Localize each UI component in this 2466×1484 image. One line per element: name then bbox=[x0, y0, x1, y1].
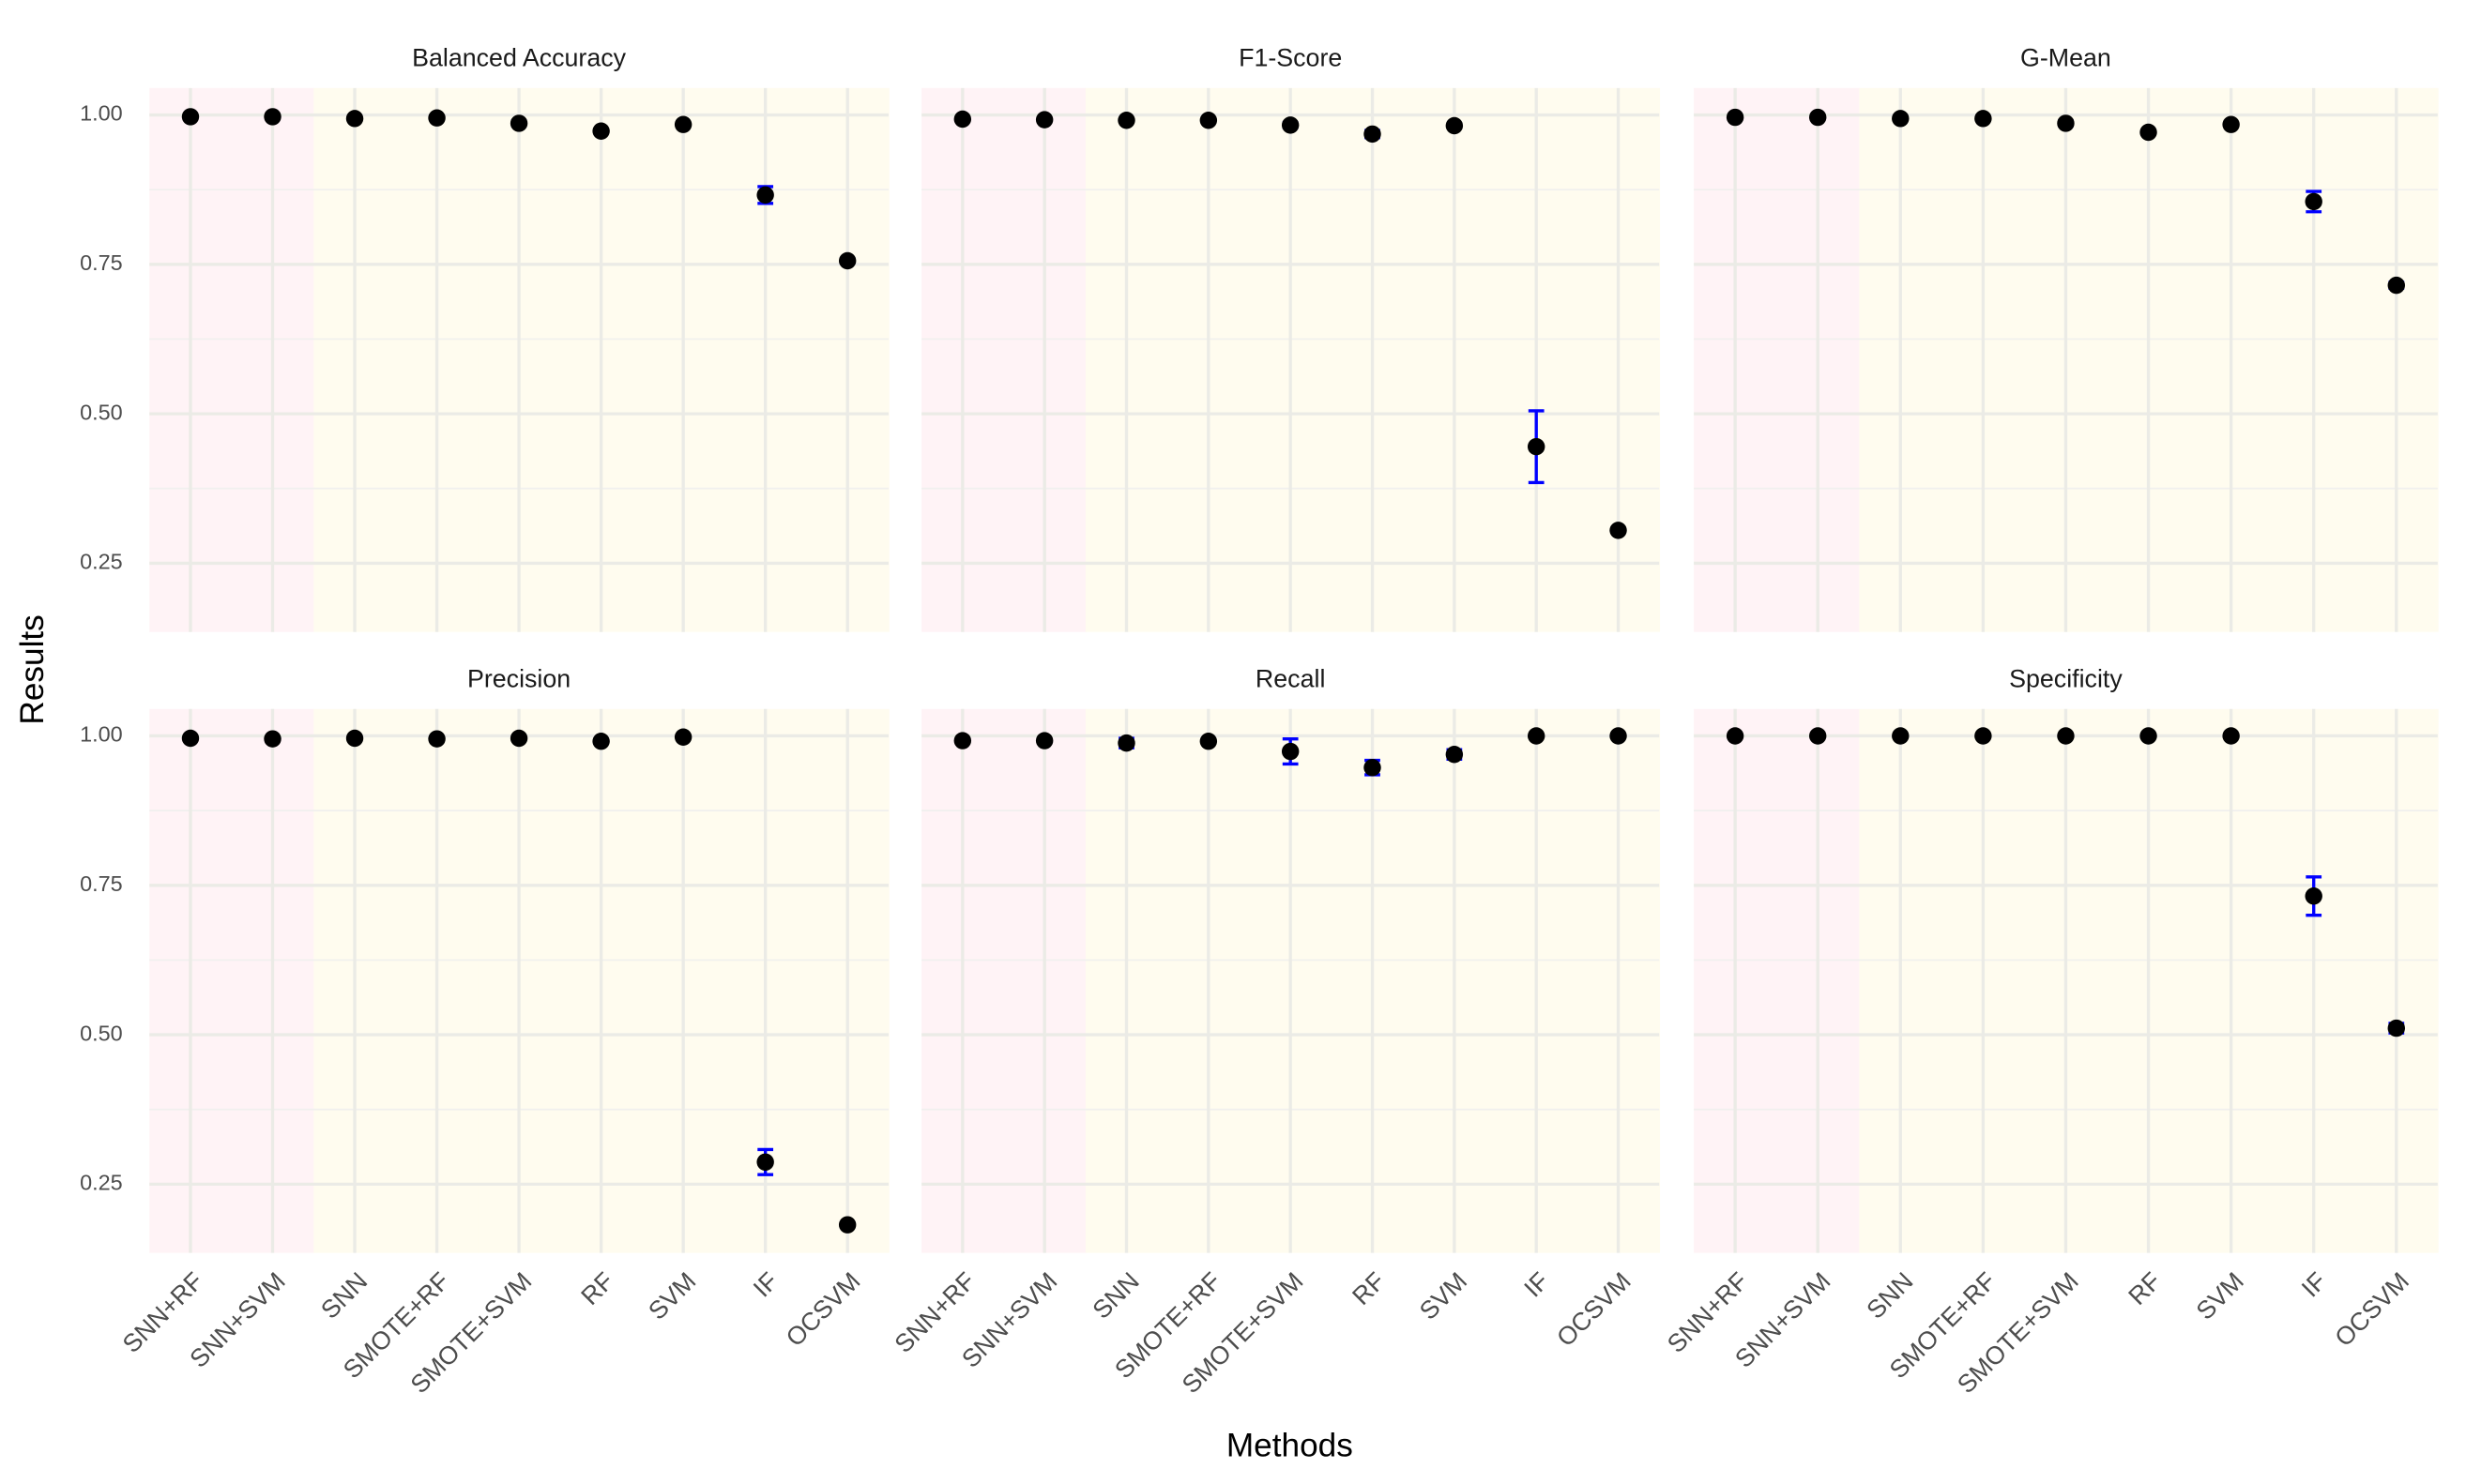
dot bbox=[428, 109, 446, 127]
dot bbox=[1609, 727, 1627, 745]
dot bbox=[1363, 759, 1381, 777]
dot bbox=[953, 110, 972, 129]
x-axis-title: Methods bbox=[1226, 1428, 1353, 1464]
dot bbox=[510, 729, 528, 748]
x-tick-label: SVM bbox=[2191, 1266, 2249, 1325]
x-tick-label: SNN bbox=[1861, 1266, 1918, 1324]
dot bbox=[1974, 110, 1992, 128]
dot bbox=[2387, 1019, 2406, 1037]
dot bbox=[1118, 734, 1135, 752]
dot bbox=[2057, 114, 2075, 132]
dot bbox=[953, 732, 972, 750]
dot bbox=[756, 1153, 774, 1172]
dot bbox=[264, 730, 282, 748]
y-axis-title: Results bbox=[14, 614, 51, 724]
strip-title: Precision bbox=[467, 665, 571, 693]
dot bbox=[674, 115, 693, 133]
dot bbox=[1035, 111, 1054, 129]
x-tick-label: RF bbox=[2123, 1266, 2166, 1310]
dot bbox=[1445, 746, 1464, 764]
dot bbox=[510, 114, 528, 132]
dot bbox=[1199, 112, 1218, 129]
x-tick-label: SNN bbox=[1088, 1266, 1145, 1324]
dot bbox=[1974, 727, 1992, 745]
x-tick-label: RF bbox=[575, 1266, 618, 1310]
x-tick-label: OCSVM bbox=[2329, 1266, 2414, 1352]
x-tick-label: SVM bbox=[643, 1266, 701, 1325]
dot bbox=[1726, 108, 1744, 127]
x-tick-label: SNN bbox=[315, 1266, 373, 1324]
dot bbox=[1445, 116, 1464, 135]
x-tick-label: OCSVM bbox=[781, 1266, 866, 1352]
dot bbox=[1035, 732, 1054, 750]
x-tick-label: OCSVM bbox=[1551, 1266, 1636, 1352]
strip-title: Recall bbox=[1256, 665, 1325, 693]
y-tick-label: 0.50 bbox=[80, 1021, 123, 1045]
dot bbox=[181, 729, 200, 748]
dot bbox=[2222, 115, 2240, 133]
dot bbox=[1892, 110, 1910, 128]
dot bbox=[428, 730, 446, 748]
dot bbox=[838, 1216, 857, 1234]
dot bbox=[838, 251, 857, 270]
x-tick-label: IF bbox=[2296, 1266, 2332, 1302]
dot bbox=[1199, 732, 1218, 750]
y-tick-label: 0.50 bbox=[80, 400, 123, 424]
dot bbox=[1808, 108, 1827, 127]
dot bbox=[2305, 887, 2322, 905]
y-tick-label: 1.00 bbox=[80, 722, 123, 747]
x-tick-label: RF bbox=[1347, 1266, 1390, 1310]
dot bbox=[1609, 522, 1627, 539]
dot bbox=[2139, 727, 2157, 745]
dot bbox=[592, 732, 610, 750]
y-tick-label: 0.75 bbox=[80, 250, 123, 275]
y-tick-label: 0.25 bbox=[80, 1171, 123, 1195]
dot bbox=[2139, 123, 2157, 142]
dot bbox=[345, 729, 364, 748]
x-tick-label: IF bbox=[748, 1266, 784, 1302]
dot bbox=[1527, 437, 1545, 456]
dot bbox=[2057, 727, 2075, 745]
y-tick-label: 0.75 bbox=[80, 871, 123, 896]
y-tick-label: 1.00 bbox=[80, 101, 123, 126]
dot bbox=[592, 122, 610, 140]
dot bbox=[1808, 727, 1827, 745]
strip-title: G-Mean bbox=[2020, 44, 2111, 72]
dot bbox=[1363, 125, 1381, 144]
dot bbox=[2387, 276, 2406, 295]
dot bbox=[345, 110, 364, 128]
dot bbox=[1527, 727, 1545, 745]
dot bbox=[2305, 192, 2322, 211]
dot bbox=[2222, 727, 2240, 745]
dot bbox=[756, 186, 774, 204]
dot bbox=[1726, 727, 1744, 745]
dot bbox=[264, 108, 282, 126]
dot bbox=[674, 728, 693, 746]
y-tick-label: 0.25 bbox=[80, 550, 123, 574]
strip-title: Balanced Accuracy bbox=[412, 44, 627, 72]
dot bbox=[181, 108, 200, 126]
strip-title: F1-Score bbox=[1239, 44, 1342, 72]
dot bbox=[1281, 116, 1300, 134]
dot bbox=[1892, 727, 1910, 745]
dot bbox=[1118, 112, 1135, 129]
x-tick-label: SVM bbox=[1414, 1266, 1472, 1325]
dot bbox=[1281, 742, 1300, 761]
strip-title: Specificity bbox=[2009, 665, 2123, 693]
x-tick-label: IF bbox=[1518, 1266, 1554, 1302]
